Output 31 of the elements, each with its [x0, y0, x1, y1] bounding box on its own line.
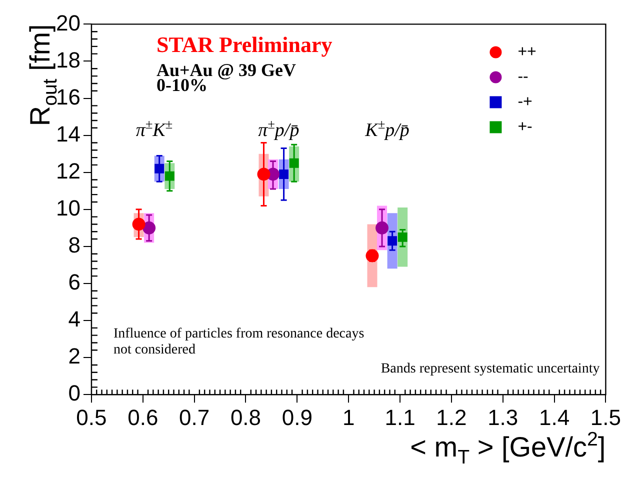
y-tick-label: 0 [68, 380, 80, 406]
x-tick-label: 1.3 [488, 404, 518, 430]
x-tick-label: 1.2 [436, 404, 467, 430]
y-tick-label: 18 [56, 47, 80, 72]
x-tick-label: 1.4 [538, 404, 570, 430]
legend-label: ++ [518, 44, 536, 61]
annotation: Influence of particles from resonance decays not considered [113, 326, 364, 358]
y-tick-label: 20 [56, 10, 80, 36]
legend-label: -+ [518, 94, 532, 111]
x-tick-label: 0.8 [230, 404, 262, 430]
annotation: π±K± [136, 116, 173, 142]
x-tick-label: 0.9 [282, 404, 312, 430]
x-tick-label: 0.6 [128, 404, 158, 430]
legend-label: -- [518, 68, 528, 86]
annotation: π±p/p̄ [258, 116, 300, 142]
annotation: Bands represent systematic uncertainty [380, 362, 600, 377]
y-tick-label: 2 [68, 344, 80, 369]
y-tick-label: 12 [56, 158, 80, 184]
x-tick-label: 1 [342, 404, 355, 430]
x-tick-label: 1.1 [384, 404, 416, 430]
y-tick-label: 8 [68, 232, 80, 258]
y-tick-label: 10 [56, 195, 80, 220]
chart-title: STAR Preliminary [156, 32, 332, 58]
y-tick-label: 4 [68, 306, 80, 332]
annotation: K±p/p̄ [364, 116, 410, 142]
x-tick-label: 0.7 [179, 404, 210, 430]
y-tick-label: 6 [68, 270, 80, 295]
legend-label: +- [518, 118, 532, 136]
x-tick-label: 1.5 [590, 404, 622, 430]
y-tick-label: 14 [56, 121, 80, 146]
x-tick-label: 0.5 [76, 404, 107, 430]
